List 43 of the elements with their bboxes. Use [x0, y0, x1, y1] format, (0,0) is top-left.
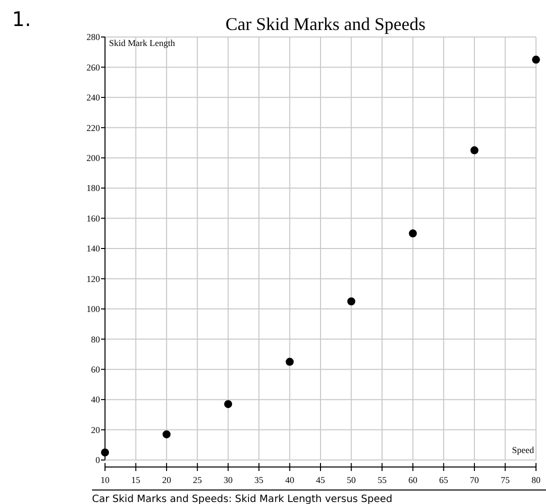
text: Car Skid Marks and Speeds: Skid Mark Length versus Speed	[92, 494, 392, 504]
x-tick-label: 30	[224, 475, 234, 485]
x-tick-label: 15	[131, 475, 141, 485]
y-tick-label: 180	[86, 183, 100, 194]
point	[162, 430, 171, 438]
x-tick-label: 70	[470, 475, 480, 485]
point	[470, 146, 478, 154]
x-tick-label: 80	[532, 475, 541, 485]
x-tick-label: 55	[378, 475, 388, 485]
x-axis-title: Speed	[512, 445, 534, 455]
point	[286, 358, 294, 366]
y-tick-label: 220	[86, 122, 100, 133]
y-tick-label: 100	[86, 304, 100, 314]
x-tick-label: 60	[408, 475, 418, 485]
y-tick-label: 20	[91, 424, 100, 435]
y-tick-label: 60	[91, 364, 100, 375]
y-tick-label: 120	[86, 274, 100, 284]
x-tick-label: 75	[500, 475, 510, 485]
x-tick-label: 10	[100, 475, 110, 485]
text: 1.	[12, 7, 32, 31]
x-tick-label: 65	[439, 475, 449, 485]
x-tick-label: 35	[254, 475, 264, 485]
y-tick-label: 200	[86, 153, 100, 164]
x-tick-label: 40	[285, 475, 295, 485]
y-tick-label: 0	[96, 455, 100, 466]
x-tick-label: 20	[162, 475, 172, 485]
y-tick-label: 80	[91, 334, 100, 344]
point	[532, 56, 540, 64]
y-tick-label: 40	[91, 394, 100, 405]
point	[347, 297, 356, 306]
point	[224, 400, 232, 408]
point	[408, 229, 417, 238]
chart-title: Car Skid Marks and Speeds	[226, 14, 426, 34]
x-tick-label: 25	[192, 475, 202, 485]
y-tick-label: 140	[86, 244, 100, 254]
point	[101, 448, 109, 456]
y-tick-label: 280	[86, 32, 100, 42]
y-tick-label: 260	[86, 62, 100, 72]
y-axis-title: Skid Mark Length	[109, 38, 176, 48]
x-tick-label: 50	[346, 475, 356, 485]
y-tick-label: 240	[86, 92, 100, 103]
y-tick-label: 160	[86, 213, 100, 224]
x-tick-label: 45	[316, 475, 326, 485]
